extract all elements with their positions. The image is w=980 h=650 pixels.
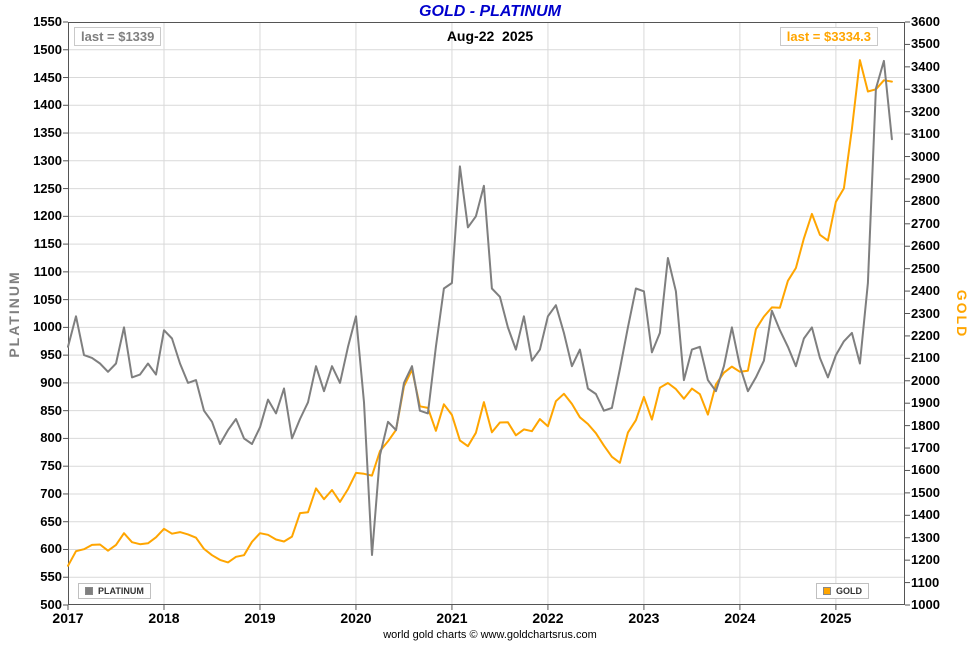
right-axis-tick-label: 1000 [911,597,940,612]
right-axis-tick-label: 1100 [911,574,940,590]
right-axis-tick-label: 1700 [911,440,940,456]
right-axis-tick-label: 1400 [911,507,940,523]
right-axis-tick-label: 2800 [911,193,940,209]
right-axis-tick-label: 1500 [911,484,940,500]
left-axis-tick-label: 650 [40,513,62,529]
x-axis-tick-label: 2023 [628,610,660,626]
platinum-legend-label: PLATINUM [98,586,144,596]
gold-last-value: last = $3334.3 [779,27,878,46]
x-axis-tick-label: 2017 [52,610,84,626]
left-axis-tick-label: 900 [40,374,62,390]
right-axis-tick-label: 3500 [911,36,940,52]
x-axis-tick-label: 2021 [436,610,468,626]
x-axis-tick-label: 2025 [820,610,852,626]
platinum-legend-marker [85,587,93,595]
right-axis-tick-label: 2600 [911,238,940,254]
right-axis-tick-label: 1300 [911,529,940,545]
gold-legend-marker [823,587,831,595]
legend-gold: GOLD [816,583,869,599]
right-axis-tick-label: 3300 [911,81,940,97]
left-axis-tick-label: 1250 [33,180,62,196]
right-axis-tick-label: 3100 [911,126,940,142]
right-axis-tick-label: 1800 [911,417,940,433]
right-axis-tick-label: 2700 [911,215,940,231]
left-axis-tick-label: 1350 [33,125,62,141]
right-axis-tick-label: 3600 [911,14,940,29]
right-axis-tick-label: 3200 [911,103,940,119]
left-axis-tick-label: 1050 [33,291,62,307]
platinum-last-value: last = $1339 [74,27,162,46]
right-axis-tick-label: 2300 [911,305,940,321]
credit-line: world gold charts © www.goldchartsrus.co… [383,629,597,641]
right-axis-tick-label: 2000 [911,372,940,388]
right-axis-tick-label: 1600 [911,462,940,478]
x-axis-tick-label: 2020 [340,610,372,626]
left-axis-tick-label: 1150 [33,236,62,252]
date-label: Aug-22 2025 [446,28,534,44]
left-axis-tick-label: 700 [40,485,62,501]
gold-legend-label: GOLD [836,586,862,596]
left-axis-tick-label: 800 [40,430,62,446]
right-axis-tick-label: 1900 [911,395,940,411]
left-axis-tick-label: 1300 [33,152,62,168]
legend-platinum: PLATINUM [78,583,151,599]
left-axis-tick-label: 1200 [33,208,62,224]
left-axis-tick-label: 1500 [33,41,62,57]
x-axis-tick-label: 2019 [244,610,276,626]
x-axis-tick-label: 2022 [532,610,564,626]
x-axis-tick-label: 2024 [724,610,756,626]
chart-title: GOLD - PLATINUM [419,3,561,20]
left-axis-tick-label: 750 [40,458,62,474]
left-axis-tick-label: 500 [40,597,62,612]
left-axis-tick-label: 1400 [33,97,62,113]
right-axis-tick-label: 3400 [911,58,940,74]
right-axis-tick-label: 2500 [911,260,940,276]
x-axis-tick-label: 2018 [148,610,180,626]
right-axis-tick-label: 2900 [911,170,940,186]
left-axis-tick-label: 1100 [33,263,62,279]
left-axis-tick-label: 1550 [33,14,62,29]
right-axis-tick-label: 2200 [911,327,940,343]
left-axis-tick-label: 600 [40,541,62,557]
right-axis-tick-label: 2100 [911,350,940,366]
right-axis-tick-label: 2400 [911,283,940,299]
left-axis-tick-label: 850 [40,402,62,418]
left-axis-tick-label: 1000 [33,319,62,335]
left-axis-tick-label: 950 [40,347,62,363]
left-axis-tick-label: 1450 [33,69,62,85]
left-axis-tick-label: 550 [40,569,62,585]
right-axis-tick-label: 3000 [911,148,940,164]
right-axis-tick-label: 1200 [911,552,940,568]
